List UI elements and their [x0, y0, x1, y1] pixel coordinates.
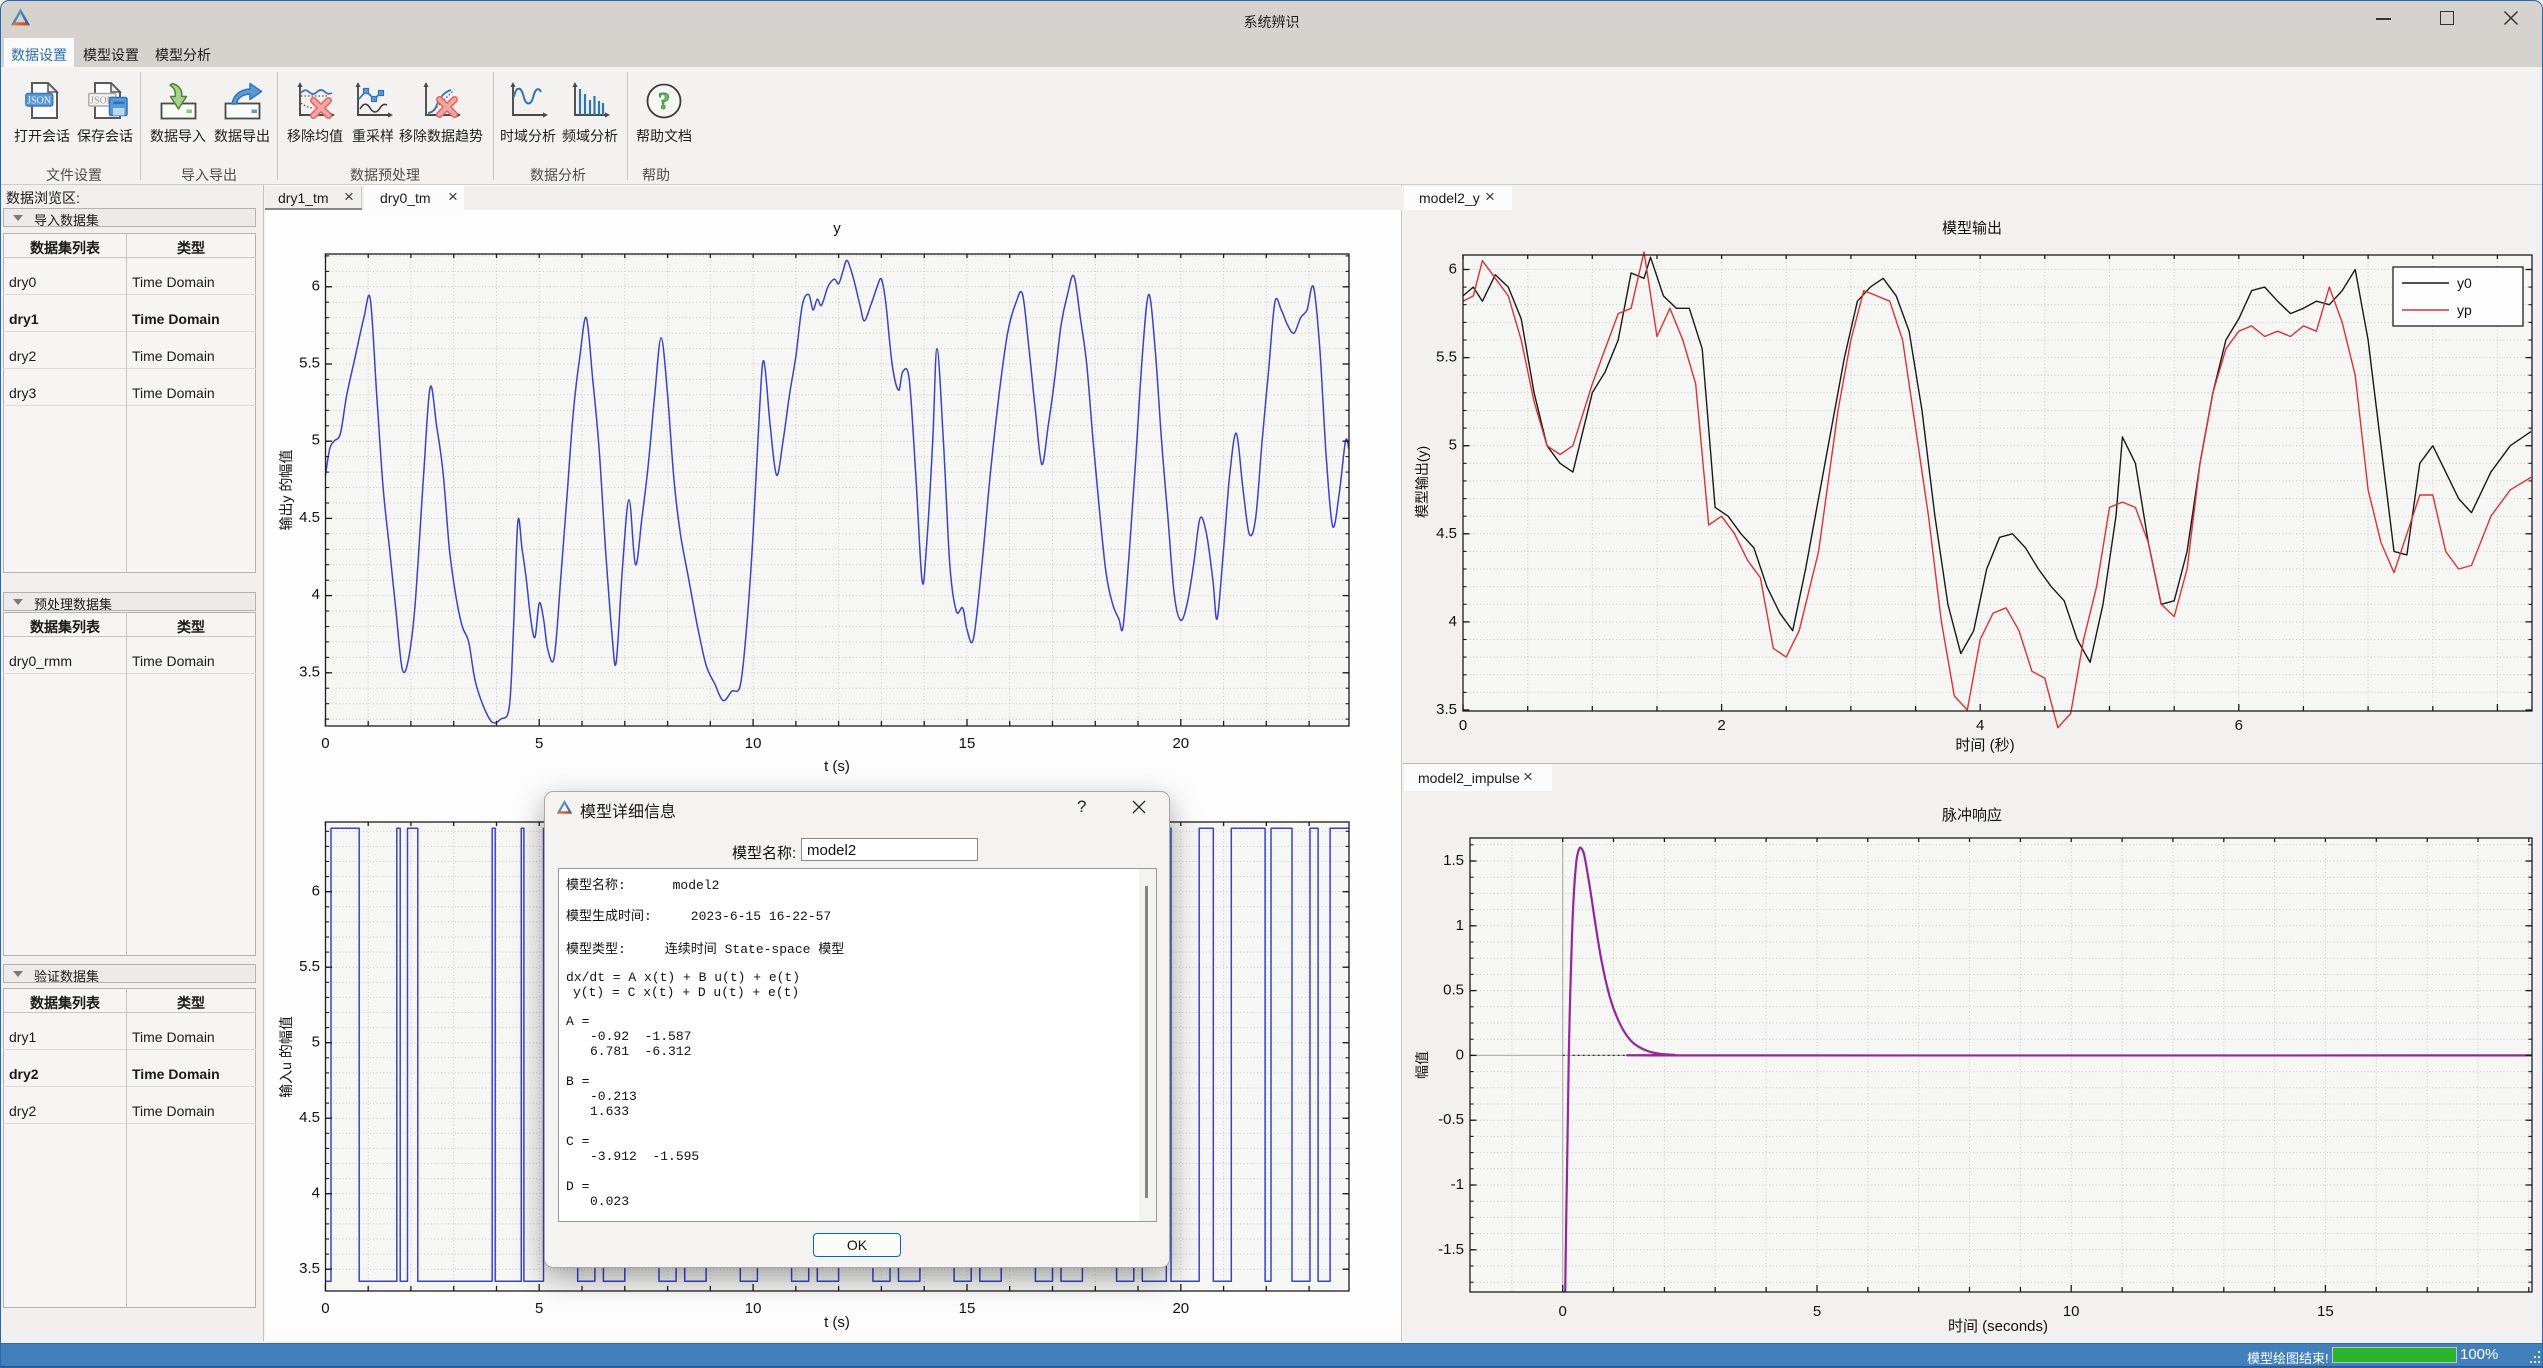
svg-text:y0: y0	[2457, 275, 2472, 291]
svg-text:0.5: 0.5	[1443, 982, 1464, 999]
svg-text:4: 4	[312, 586, 320, 603]
svg-text:幅值: 幅值	[1414, 1051, 1430, 1079]
svg-text:5: 5	[1449, 437, 1457, 454]
svg-text:2: 2	[1717, 717, 1725, 734]
svg-text:模型输出(y): 模型输出(y)	[1414, 446, 1430, 518]
svg-text:时间 (秒): 时间 (秒)	[1955, 737, 2014, 754]
svg-text:20: 20	[1172, 1300, 1189, 1317]
svg-text:0: 0	[1456, 1046, 1464, 1063]
svg-text:10: 10	[745, 735, 762, 752]
svg-text:10: 10	[2063, 1303, 2080, 1320]
svg-text:?: ?	[658, 89, 670, 115]
svg-text:15: 15	[959, 1300, 976, 1317]
svg-text:6: 6	[2235, 717, 2243, 734]
svg-text:t (s): t (s)	[824, 1314, 850, 1331]
svg-text:6: 6	[1449, 261, 1457, 278]
svg-text:3.5: 3.5	[299, 1260, 320, 1277]
svg-text:15: 15	[959, 735, 976, 752]
svg-text:yp: yp	[2457, 302, 2472, 318]
svg-text:4.5: 4.5	[299, 1109, 320, 1126]
svg-text:15: 15	[2317, 1303, 2334, 1320]
svg-text:0: 0	[1559, 1303, 1567, 1320]
svg-text:JSON: JSON	[27, 95, 51, 106]
svg-text:0: 0	[321, 735, 329, 752]
svg-text:5: 5	[1813, 1303, 1821, 1320]
svg-text:6: 6	[312, 883, 320, 900]
svg-text:5: 5	[535, 735, 543, 752]
svg-text:4.5: 4.5	[299, 509, 320, 526]
svg-text:10: 10	[745, 1300, 762, 1317]
svg-text:JSON: JSON	[90, 95, 114, 106]
svg-text:1: 1	[1456, 917, 1464, 934]
svg-text:脉冲响应: 脉冲响应	[1942, 806, 2002, 824]
svg-text:5: 5	[312, 1034, 320, 1051]
svg-text:5: 5	[312, 432, 320, 449]
svg-text:t (s): t (s)	[824, 758, 850, 775]
svg-text:4: 4	[1976, 717, 1984, 734]
svg-text:5.5: 5.5	[1436, 349, 1457, 366]
svg-text:3.5: 3.5	[1436, 701, 1457, 718]
svg-text:输入u 的幅值: 输入u 的幅值	[278, 1016, 294, 1098]
svg-text:4: 4	[312, 1185, 320, 1202]
svg-text:0: 0	[321, 1300, 329, 1317]
svg-text:1.5: 1.5	[1443, 852, 1464, 869]
svg-text:4: 4	[1449, 613, 1457, 630]
svg-text:5.5: 5.5	[299, 355, 320, 372]
svg-text:-1.5: -1.5	[1438, 1241, 1464, 1258]
svg-text:4.5: 4.5	[1436, 525, 1457, 542]
svg-text:时间 (seconds): 时间 (seconds)	[1948, 1318, 2048, 1335]
svg-text:5: 5	[535, 1300, 543, 1317]
svg-text:-0.5: -0.5	[1438, 1111, 1464, 1128]
svg-text:0: 0	[1459, 717, 1467, 734]
svg-text:y: y	[833, 220, 841, 237]
svg-text:模型输出: 模型输出	[1942, 220, 2002, 237]
svg-text:6: 6	[312, 277, 320, 294]
svg-text:20: 20	[1172, 735, 1189, 752]
svg-text:3.5: 3.5	[299, 663, 320, 680]
svg-text:-1: -1	[1451, 1176, 1464, 1193]
svg-text:5.5: 5.5	[299, 958, 320, 975]
svg-text:输出y 的幅值: 输出y 的幅值	[278, 450, 294, 531]
